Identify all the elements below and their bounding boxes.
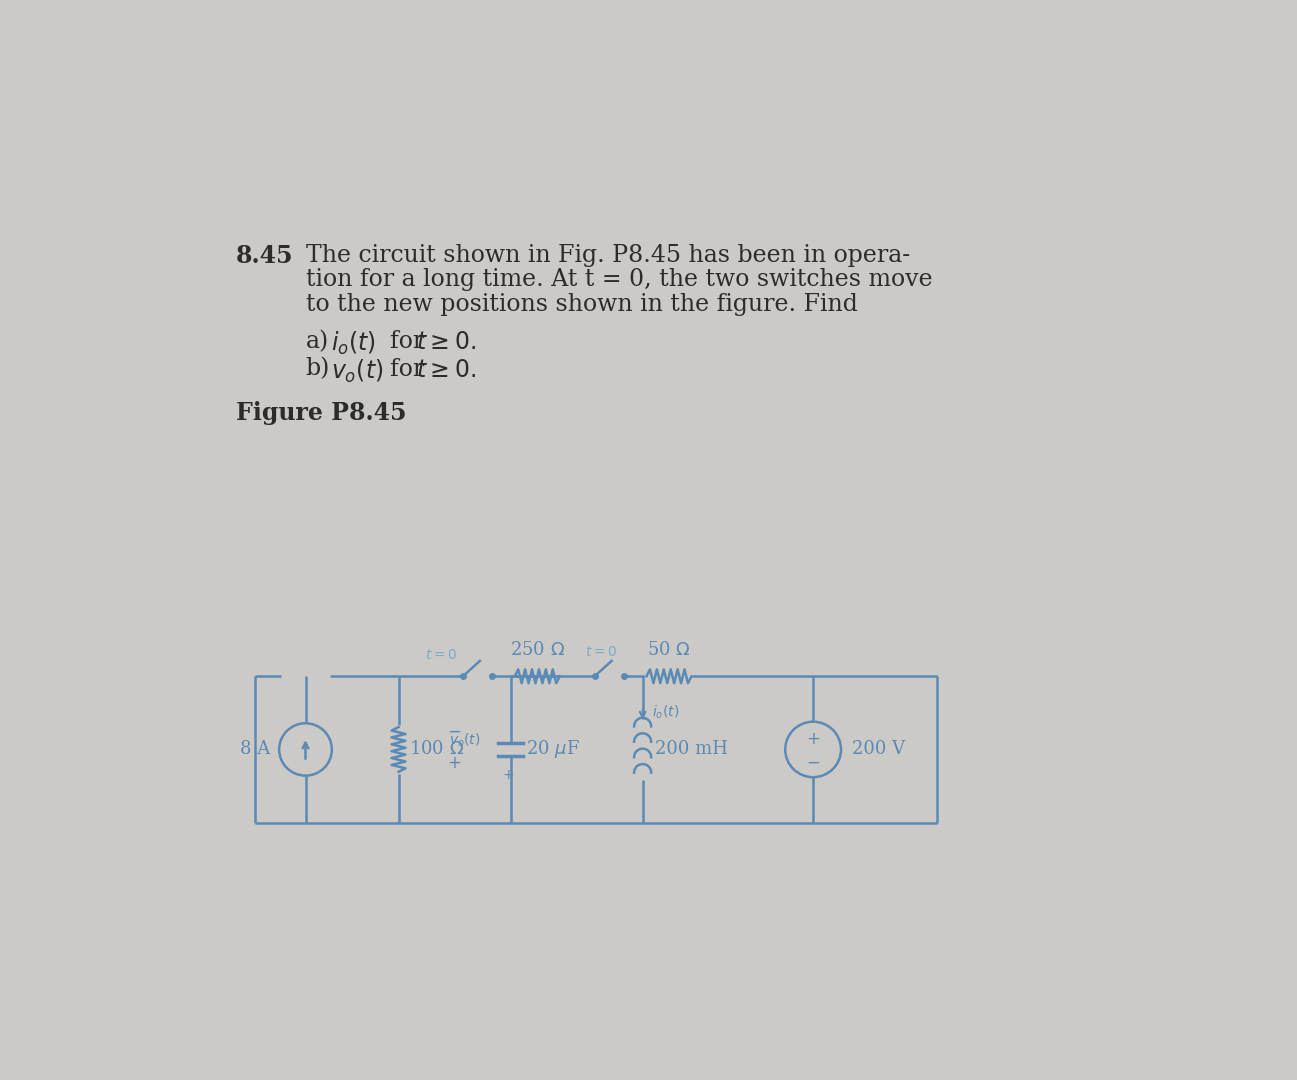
Text: $i_o(t)$: $i_o(t)$: [331, 329, 376, 357]
Text: The circuit shown in Fig. P8.45 has been in opera-: The circuit shown in Fig. P8.45 has been…: [306, 244, 909, 267]
Text: $t \geq 0.$: $t \geq 0.$: [416, 329, 476, 354]
Text: $v_o(t)$: $v_o(t)$: [331, 357, 384, 384]
Text: Figure P8.45: Figure P8.45: [236, 401, 406, 424]
Text: $v_o(t)$: $v_o(t)$: [449, 731, 480, 748]
Text: 100 $\Omega$: 100 $\Omega$: [410, 741, 464, 758]
Text: 200 mH: 200 mH: [655, 741, 728, 758]
Text: 50 $\Omega$: 50 $\Omega$: [647, 642, 691, 660]
Text: for: for: [375, 329, 440, 353]
Text: $-$: $-$: [805, 753, 820, 771]
Text: tion for a long time. At t = 0, the two switches move: tion for a long time. At t = 0, the two …: [306, 268, 933, 292]
Text: for: for: [375, 357, 440, 380]
Text: $+$: $+$: [805, 730, 820, 747]
Text: 250 $\Omega$: 250 $\Omega$: [510, 642, 564, 660]
Text: 8 A: 8 A: [240, 741, 270, 758]
Text: to the new positions shown in the figure. Find: to the new positions shown in the figure…: [306, 293, 857, 315]
Text: $t=0$: $t=0$: [585, 645, 617, 659]
Text: b): b): [306, 357, 329, 380]
Text: $t=0$: $t=0$: [425, 648, 458, 662]
Text: $i_o(t)$: $i_o(t)$: [652, 704, 680, 721]
Text: $t \geq 0.$: $t \geq 0.$: [416, 357, 476, 381]
Text: 8.45: 8.45: [236, 244, 293, 268]
Text: a): a): [306, 329, 328, 353]
Text: $+$: $+$: [446, 754, 460, 772]
Text: 20 $\mu$F: 20 $\mu$F: [527, 739, 580, 760]
Text: 200 V: 200 V: [852, 741, 905, 758]
Text: $+$: $+$: [502, 768, 514, 782]
Text: $-$: $-$: [446, 721, 460, 740]
